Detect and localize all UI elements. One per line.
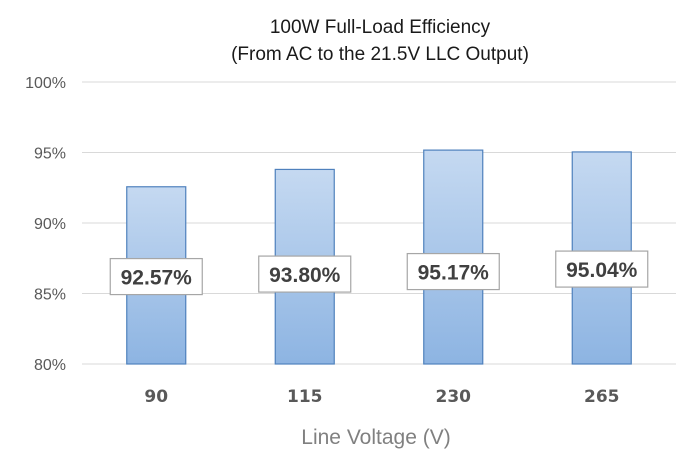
data-label: 95.04% bbox=[566, 259, 638, 282]
data-label-box bbox=[258, 255, 352, 293]
data-label-box bbox=[109, 257, 203, 296]
data-labels: 92.57% 93.80% 95.17% 95.04% bbox=[109, 250, 649, 296]
y-tick-label: 80% bbox=[34, 357, 66, 374]
x-axis-ticks: 90 115 230 265 bbox=[144, 387, 619, 407]
x-tick-label: 90 bbox=[144, 387, 168, 407]
y-axis-ticks: 80% 85% 90% 95% 100% bbox=[25, 75, 66, 374]
chart-title: 100W Full-Load Efficiency bbox=[270, 17, 491, 38]
data-label-box bbox=[555, 250, 649, 288]
x-axis-label: Line Voltage (V) bbox=[301, 426, 450, 449]
data-label: 92.57% bbox=[121, 267, 193, 290]
y-tick-label: 90% bbox=[34, 216, 66, 233]
y-tick-label: 100% bbox=[25, 75, 66, 92]
x-tick-label: 265 bbox=[584, 387, 620, 407]
data-label-box bbox=[406, 252, 500, 291]
y-tick-label: 85% bbox=[34, 287, 66, 304]
chart-subtitle: (From AC to the 21.5V LLC Output) bbox=[231, 44, 529, 65]
data-label: 93.80% bbox=[269, 264, 341, 287]
x-tick-label: 230 bbox=[436, 387, 472, 407]
x-tick-label: 115 bbox=[287, 387, 323, 407]
data-label: 95.17% bbox=[418, 262, 490, 285]
y-tick-label: 95% bbox=[34, 146, 66, 163]
